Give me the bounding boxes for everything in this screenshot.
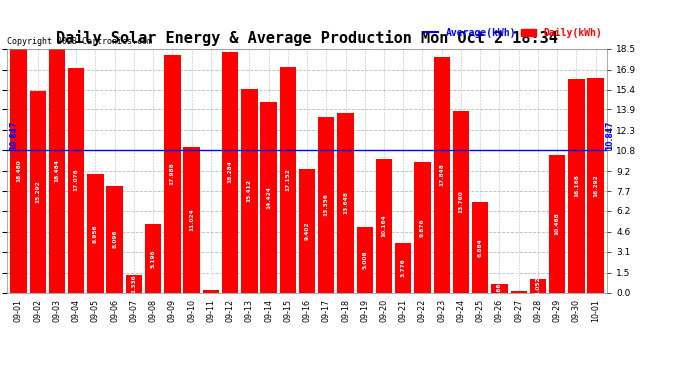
Text: 6.884: 6.884 xyxy=(477,238,483,256)
Text: 0.128: 0.128 xyxy=(516,270,521,288)
Bar xyxy=(299,169,315,292)
Text: 13.760: 13.760 xyxy=(458,190,464,213)
Text: 10.847: 10.847 xyxy=(605,120,614,150)
Text: 17.152: 17.152 xyxy=(285,168,290,191)
Bar xyxy=(30,91,46,292)
Text: 15.292: 15.292 xyxy=(35,180,40,203)
Bar xyxy=(106,186,123,292)
Text: 18.284: 18.284 xyxy=(228,160,233,183)
Bar xyxy=(395,243,411,292)
Text: 9.402: 9.402 xyxy=(304,221,310,240)
Text: 17.848: 17.848 xyxy=(440,164,444,186)
Text: 8.956: 8.956 xyxy=(93,224,98,243)
Bar xyxy=(472,202,489,292)
Text: 8.096: 8.096 xyxy=(112,230,117,248)
Bar xyxy=(414,162,431,292)
Bar xyxy=(453,111,469,292)
Bar xyxy=(241,89,257,292)
Text: 0.668: 0.668 xyxy=(497,279,502,297)
Bar xyxy=(203,290,219,292)
Bar xyxy=(279,66,296,292)
Text: 1.336: 1.336 xyxy=(131,274,137,293)
Text: 18.480: 18.480 xyxy=(16,159,21,182)
Text: 16.292: 16.292 xyxy=(593,174,598,196)
Text: 5.196: 5.196 xyxy=(150,249,156,268)
Bar xyxy=(549,154,565,292)
Text: 10.847: 10.847 xyxy=(9,120,18,150)
Text: 3.776: 3.776 xyxy=(401,258,406,277)
Bar xyxy=(569,80,584,292)
Bar xyxy=(87,174,104,292)
Bar xyxy=(491,284,508,292)
Text: 13.648: 13.648 xyxy=(343,191,348,214)
Text: 0.216: 0.216 xyxy=(208,268,213,287)
Text: 16.168: 16.168 xyxy=(574,174,579,197)
Text: 15.412: 15.412 xyxy=(247,180,252,203)
Bar xyxy=(145,224,161,292)
Bar xyxy=(222,52,238,292)
Text: 10.468: 10.468 xyxy=(555,212,560,235)
Text: 13.356: 13.356 xyxy=(324,193,329,216)
Text: 14.424: 14.424 xyxy=(266,186,271,209)
Bar xyxy=(68,68,84,292)
Bar xyxy=(260,102,277,292)
Text: 17.988: 17.988 xyxy=(170,163,175,185)
Bar xyxy=(184,147,200,292)
Bar xyxy=(126,275,142,292)
Bar xyxy=(49,49,65,292)
Text: 1.052: 1.052 xyxy=(535,276,540,295)
Bar xyxy=(164,56,181,292)
Bar xyxy=(587,78,604,292)
Legend: Average(kWh), Daily(kWh): Average(kWh), Daily(kWh) xyxy=(424,28,602,38)
Text: 5.008: 5.008 xyxy=(362,250,367,269)
Bar xyxy=(10,49,27,292)
Text: 17.076: 17.076 xyxy=(74,169,79,191)
Bar xyxy=(433,57,450,292)
Text: 10.164: 10.164 xyxy=(382,214,386,237)
Bar xyxy=(318,117,335,292)
Title: Daily Solar Energy & Average Production Mon Oct 2 18:34: Daily Solar Energy & Average Production … xyxy=(56,30,558,46)
Text: 9.876: 9.876 xyxy=(420,218,425,237)
Bar xyxy=(337,112,354,292)
Bar xyxy=(376,159,392,292)
Text: Copyright 2023 Cartronics.com: Copyright 2023 Cartronics.com xyxy=(7,38,152,46)
Text: 11.024: 11.024 xyxy=(189,209,194,231)
Bar xyxy=(530,279,546,292)
Text: 18.484: 18.484 xyxy=(55,159,59,182)
Bar xyxy=(511,291,527,292)
Bar xyxy=(357,226,373,292)
